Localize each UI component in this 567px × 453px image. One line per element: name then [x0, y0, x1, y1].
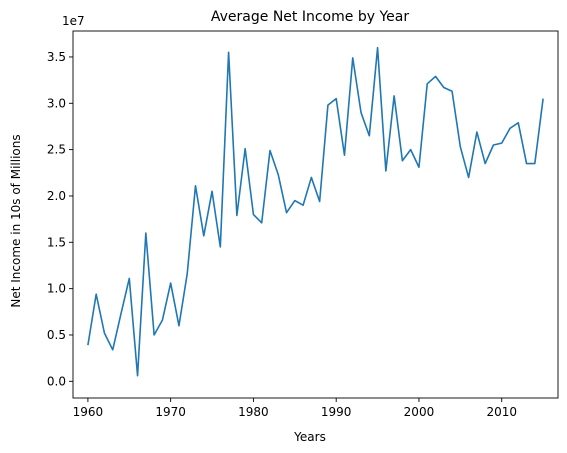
y-offset-label: 1e7: [62, 14, 85, 28]
y-tick-label: 0.5: [47, 328, 66, 342]
x-tick-label: 1960: [73, 405, 104, 419]
y-tick-label: 1.0: [47, 282, 66, 296]
x-axis: 1960 1970 1980 1990 2000 2010: [73, 398, 517, 419]
x-tick-label: 1990: [321, 405, 352, 419]
y-tick-label: 3.5: [47, 50, 66, 64]
y-axis: 0.0 0.5 1.0 1.5 2.0 2.5 3.0 3.5: [47, 50, 73, 388]
chart-title: Average Net Income by Year: [211, 9, 409, 25]
x-tick-label: 1980: [238, 405, 269, 419]
y-tick-label: 2.5: [47, 143, 66, 157]
series-line: [87, 46, 544, 377]
y-tick-label: 0.0: [47, 374, 66, 388]
y-tick-label: 2.0: [47, 189, 66, 203]
x-tick-label: 2010: [486, 405, 517, 419]
x-axis-title: Years: [293, 430, 326, 444]
y-tick-label: 1.5: [47, 235, 66, 249]
x-tick-label: 1970: [155, 405, 186, 419]
x-tick-label: 2000: [404, 405, 435, 419]
axes-frame: [72, 30, 559, 399]
y-axis-title: Net Income in 10s of Millions: [9, 134, 23, 307]
y-tick-label: 3.0: [47, 96, 66, 110]
